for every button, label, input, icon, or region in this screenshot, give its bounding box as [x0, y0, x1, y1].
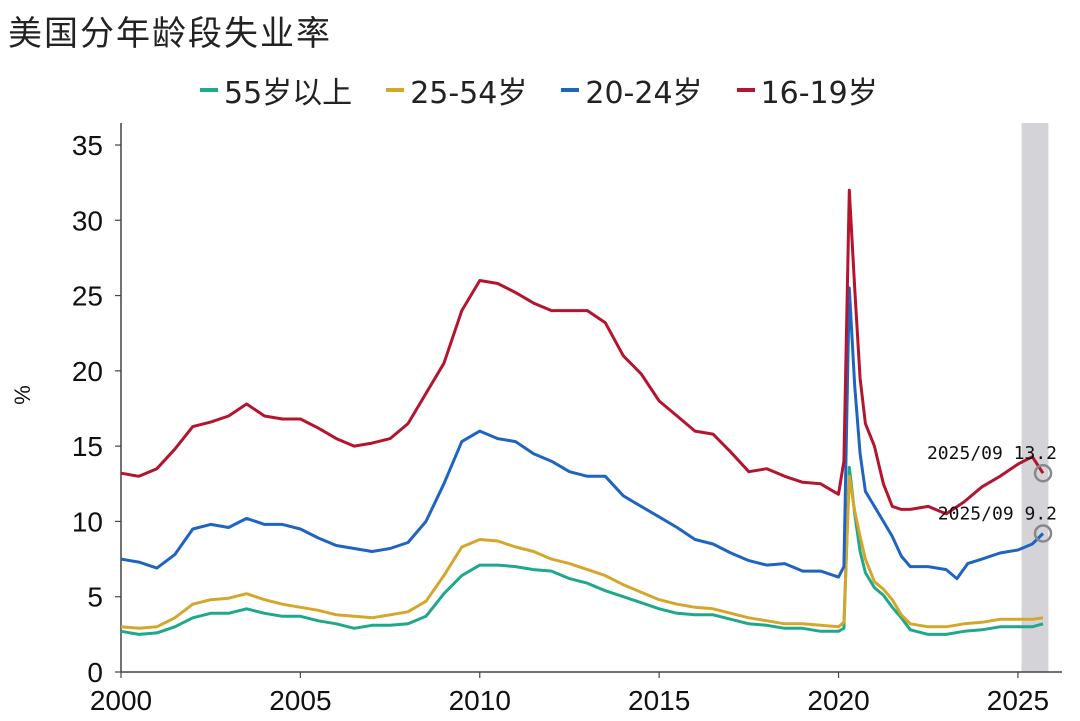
legend-item-16-19: 16-19岁 — [736, 68, 878, 112]
x-tick-label: 2010 — [449, 685, 511, 716]
series-line-3 — [120, 188, 1045, 516]
x-tick-label: 2000 — [90, 685, 152, 716]
highlight-band — [1021, 123, 1049, 672]
y-tick-label: 25 — [72, 281, 103, 312]
y-tick-label: 30 — [72, 205, 103, 236]
legend-item-25-54: 25-54岁 — [386, 68, 527, 112]
y-tick-label: 10 — [72, 506, 103, 537]
annotation-label-1: 2025/09 9.2 — [938, 503, 1057, 524]
y-axis-label: % — [10, 385, 35, 405]
annotation-marker-0 — [1033, 463, 1053, 483]
annotation-marker-1 — [1033, 524, 1053, 543]
legend-label-16-19: 16-19岁 — [760, 76, 878, 111]
x-tick-label: 2020 — [807, 685, 869, 716]
y-tick-label: 35 — [72, 130, 103, 161]
legend-swatch-25-54 — [386, 88, 405, 92]
legend-item-55plus: 55岁以上 — [200, 68, 352, 112]
chart-title: 美国分年龄段失业率 — [8, 14, 332, 54]
x-tick-label: 2025 — [987, 685, 1049, 716]
x-tick-label: 2005 — [269, 685, 331, 716]
series-line-0 — [120, 465, 1044, 636]
series-line-1 — [120, 474, 1044, 630]
legend-item-20-24: 20-24岁 — [561, 68, 703, 112]
y-tick-label: 15 — [72, 431, 103, 462]
y-tick-label: 5 — [87, 582, 103, 613]
legend-swatch-20-24 — [561, 88, 580, 92]
y-tick-label: 0 — [87, 657, 103, 688]
y-tick-label: 20 — [72, 356, 103, 387]
chart-legend: 55岁以上 25-54岁 20-24岁 16-19岁 — [200, 68, 878, 112]
legend-label-25-54: 25-54岁 — [410, 76, 528, 111]
series-line-2 — [120, 286, 1045, 581]
legend-label-20-24: 20-24岁 — [585, 76, 703, 111]
legend-label-55plus: 55岁以上 — [224, 76, 353, 111]
legend-swatch-55plus — [200, 88, 218, 92]
x-tick-label: 2015 — [628, 685, 690, 716]
annotation-label-0: 2025/09 13.2 — [927, 443, 1057, 464]
legend-swatch-16-19 — [736, 88, 755, 92]
